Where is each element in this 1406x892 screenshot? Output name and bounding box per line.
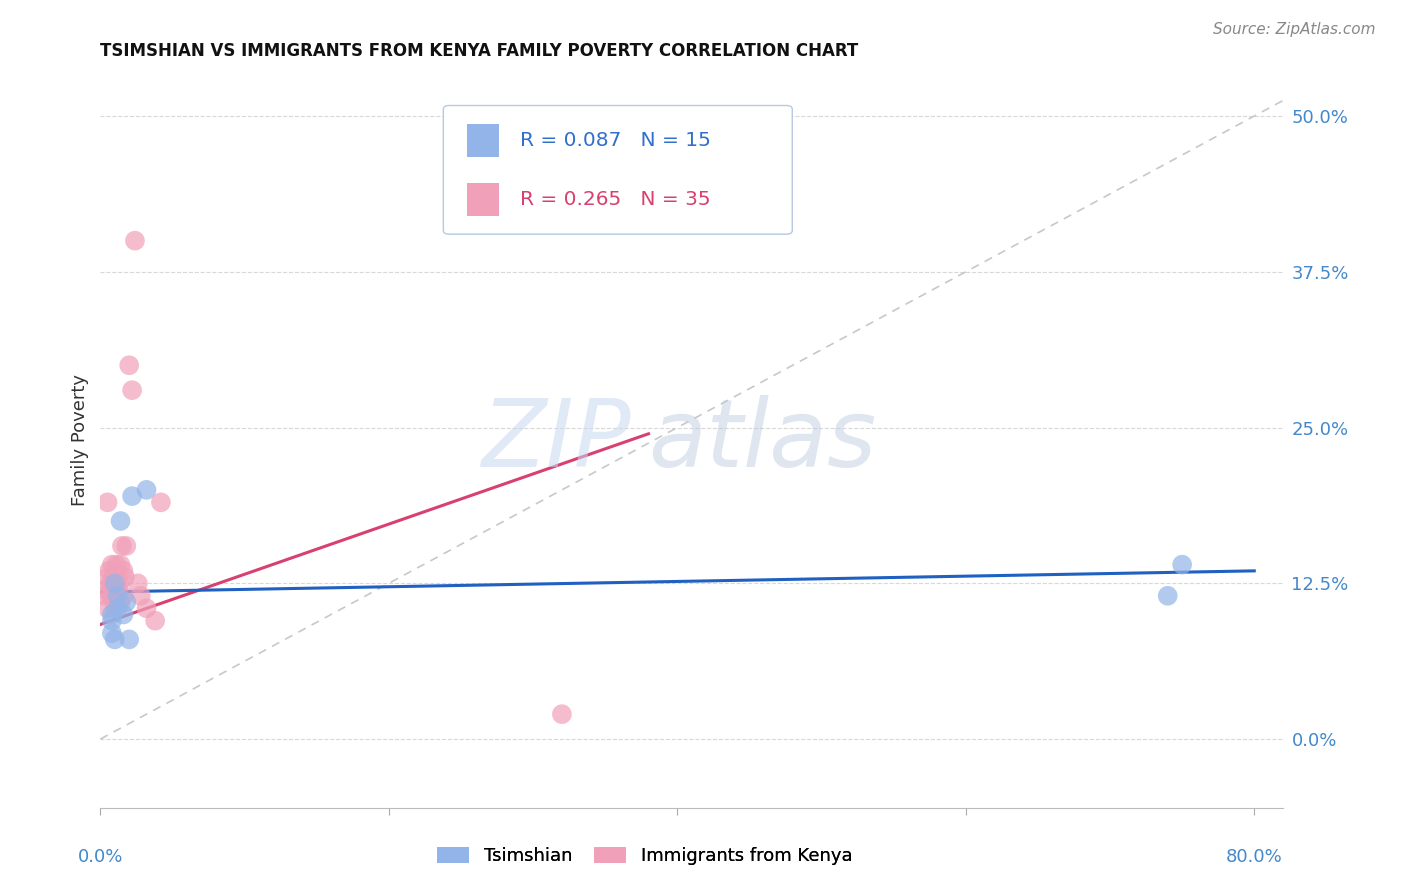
FancyBboxPatch shape (467, 183, 499, 216)
Point (104, 576, 127, 591)
Point (107, 570, 129, 584)
FancyBboxPatch shape (443, 105, 792, 235)
Point (115, 595, 138, 609)
Point (103, 589, 125, 603)
FancyBboxPatch shape (467, 124, 499, 157)
Point (112, 564, 135, 578)
Point (107, 589, 129, 603)
Point (112, 589, 135, 603)
Point (104, 601, 127, 615)
Point (101, 582, 124, 597)
Point (97, 495, 120, 509)
Point (104, 632, 127, 647)
Point (121, 383, 143, 397)
Point (110, 558, 132, 572)
Point (101, 626, 124, 640)
Point (97, 601, 120, 615)
Point (110, 595, 132, 609)
Point (100, 576, 122, 591)
Point (103, 570, 125, 584)
Point (551, 707, 574, 722)
Point (118, 632, 141, 647)
Legend: Tsimshian, Immigrants from Kenya: Tsimshian, Immigrants from Kenya (429, 839, 859, 872)
Point (101, 614, 124, 628)
Text: R = 0.265   N = 35: R = 0.265 N = 35 (520, 190, 711, 209)
Point (100, 589, 122, 603)
Point (127, 576, 149, 591)
Point (111, 539, 134, 553)
Point (101, 558, 124, 572)
Text: 80.0%: 80.0% (1226, 847, 1282, 866)
Point (1171, 558, 1194, 572)
Point (107, 601, 129, 615)
Text: TSIMSHIAN VS IMMIGRANTS FROM KENYA FAMILY POVERTY CORRELATION CHART: TSIMSHIAN VS IMMIGRANTS FROM KENYA FAMIL… (100, 42, 859, 60)
Point (112, 607, 135, 622)
Text: R = 0.087   N = 15: R = 0.087 N = 15 (520, 131, 711, 150)
Point (93, 589, 115, 603)
Point (98, 564, 121, 578)
Text: ZIP: ZIP (481, 394, 630, 485)
Point (121, 489, 143, 503)
Text: 0.0%: 0.0% (77, 847, 124, 866)
Point (149, 495, 172, 509)
Point (105, 558, 128, 572)
Point (94, 582, 117, 597)
Point (110, 514, 132, 528)
Text: atlas: atlas (648, 394, 877, 485)
Point (115, 539, 138, 553)
Point (108, 576, 131, 591)
Point (118, 358, 141, 372)
Y-axis label: Family Poverty: Family Poverty (72, 374, 89, 506)
Point (101, 607, 124, 622)
Point (124, 234, 146, 248)
Point (135, 601, 157, 615)
Point (114, 570, 136, 584)
Point (1157, 589, 1180, 603)
Point (135, 483, 157, 497)
Point (129, 589, 152, 603)
Point (97, 570, 120, 584)
Point (143, 614, 166, 628)
Text: Source: ZipAtlas.com: Source: ZipAtlas.com (1212, 22, 1375, 37)
Point (105, 589, 128, 603)
Point (104, 576, 127, 591)
Point (107, 582, 129, 597)
